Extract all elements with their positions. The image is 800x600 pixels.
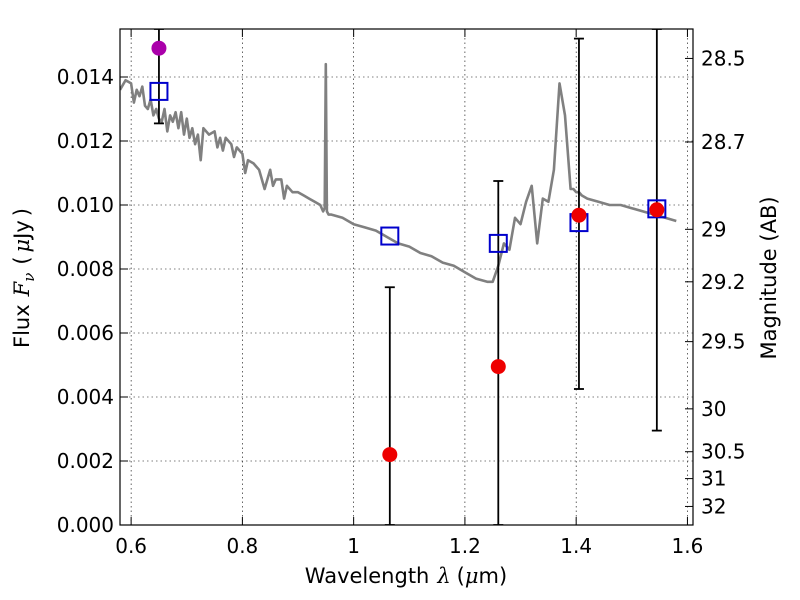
x-axis-label: Wavelength λ (μm) [305, 564, 507, 588]
x-tick-label: 1.6 [672, 534, 704, 558]
model-flux-square [488, 233, 508, 253]
y2-tick-label: 29.5 [701, 330, 746, 354]
observed-flux-point [649, 202, 665, 218]
observed-marker-layer [151, 40, 665, 463]
model-flux-square [647, 199, 667, 219]
y2-tick-label: 30.5 [701, 440, 746, 464]
y-tick-label: 0.002 [57, 449, 114, 473]
y-tick-label: 0.004 [57, 385, 114, 409]
y-tick-labels: 0.000 0.002 0.004 0.006 0.008 0.010 0.012 0.014 [57, 65, 114, 537]
x-tick-label: 1.4 [560, 534, 592, 558]
y2-tick-label: 28.7 [701, 130, 746, 154]
y2-tick-label: 32 [701, 494, 726, 518]
y-tick-label: 0.010 [57, 193, 114, 217]
y2-tick-label: 29 [701, 217, 726, 241]
y2-tick-labels: 28.5 28.7 29 29.2 29.5 30 30.5 31 32 [701, 46, 746, 518]
observed-flux-point [490, 359, 506, 375]
observed-flux-point [382, 447, 398, 463]
observed-flux-point [151, 40, 167, 56]
y-tick-label: 0.008 [57, 257, 114, 281]
x-tick-label: 0.6 [115, 534, 147, 558]
spectrum-layer [120, 62, 677, 284]
y2-axis-label: Magnitude (AB) [757, 196, 781, 359]
model-flux-square [149, 81, 169, 101]
y-axis-label: FluxFν(μJy) [10, 208, 38, 348]
model-spectrum-line [120, 62, 677, 284]
y-tick-label: 0.014 [57, 65, 114, 89]
y2-tick-label: 30 [701, 397, 726, 421]
y2-tick-label: 31 [701, 467, 726, 491]
plot-background [120, 29, 693, 525]
y2-tick-label: 29.2 [701, 270, 746, 294]
y-tick-label: 0.012 [57, 129, 114, 153]
observed-flux-point [571, 207, 587, 223]
y2-tick-label: 28.5 [701, 46, 746, 70]
x-tick-label: 1 [347, 534, 360, 558]
x-tick-label: 0.8 [226, 534, 258, 558]
x-tick-labels: 0.6 0.8 1 1.2 1.4 1.6 [115, 534, 703, 558]
x-tick-label: 1.2 [449, 534, 481, 558]
y-tick-label: 0.006 [57, 321, 114, 345]
axis-ticks [120, 29, 693, 526]
model-flux-square [380, 226, 400, 246]
y-tick-label: 0.000 [57, 513, 114, 537]
plot-frame [119, 28, 694, 526]
